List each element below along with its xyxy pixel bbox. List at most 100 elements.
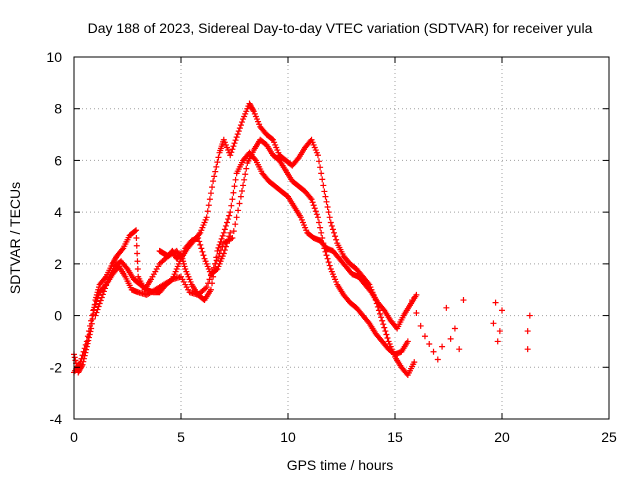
y-tick-label: 2 <box>54 256 62 272</box>
data-point <box>198 245 205 252</box>
data-point <box>227 209 234 216</box>
data-point <box>220 229 227 236</box>
data-point <box>312 208 319 215</box>
data-point <box>97 297 104 304</box>
data-point <box>104 279 111 286</box>
data-point <box>219 232 226 239</box>
data-point <box>225 236 232 243</box>
y-tick-label: 6 <box>54 152 62 168</box>
data-point <box>367 288 374 295</box>
data-point <box>383 331 390 338</box>
data-point <box>134 258 141 265</box>
data-point <box>77 359 84 366</box>
data-point <box>499 307 505 314</box>
data-points <box>71 100 533 379</box>
data-point <box>324 203 331 210</box>
data-point <box>119 246 126 253</box>
data-point <box>207 190 214 197</box>
data-point <box>204 208 211 215</box>
data-point <box>439 343 446 350</box>
data-point <box>232 137 239 144</box>
data-point <box>378 314 385 321</box>
data-point <box>200 252 207 259</box>
data-point <box>196 238 203 245</box>
data-point <box>524 346 531 353</box>
data-point <box>98 294 105 301</box>
data-point <box>230 228 237 235</box>
data-point <box>451 325 458 332</box>
data-point <box>333 236 340 243</box>
data-point <box>227 152 234 159</box>
data-point <box>230 189 237 196</box>
data-point <box>421 333 428 340</box>
data-point <box>236 200 243 207</box>
data-point <box>294 156 301 163</box>
data-point <box>230 143 237 150</box>
data-point <box>206 196 213 203</box>
data-point <box>224 219 231 226</box>
data-point <box>332 233 339 240</box>
y-tick-label: 4 <box>54 204 62 220</box>
data-point <box>100 288 107 295</box>
data-point <box>426 341 433 348</box>
data-point <box>251 156 258 163</box>
data-point <box>197 241 204 248</box>
data-point <box>324 255 331 262</box>
data-point <box>232 221 239 228</box>
series-track-a <box>71 100 418 379</box>
data-point <box>384 334 391 341</box>
y-tick-label: -2 <box>50 359 63 375</box>
data-point <box>233 134 240 141</box>
data-point <box>80 348 87 355</box>
data-point <box>85 334 92 341</box>
data-point <box>222 243 229 250</box>
series-scatter-tail <box>409 297 533 363</box>
grid <box>74 57 609 419</box>
data-point <box>196 231 203 238</box>
data-point <box>205 202 212 209</box>
data-point <box>133 242 140 249</box>
data-point <box>133 235 140 241</box>
data-point <box>203 214 210 221</box>
data-point <box>90 307 97 314</box>
data-point <box>92 312 99 319</box>
data-point <box>240 182 247 189</box>
x-tick-label: 0 <box>70 429 78 445</box>
data-point <box>213 163 220 170</box>
axis-ticks: 0 5 10 15 20 25 -4 -2 0 2 4 6 8 10 <box>46 49 617 445</box>
data-point <box>228 149 235 156</box>
data-point <box>237 122 244 129</box>
data-point <box>236 125 243 132</box>
data-point <box>102 275 109 282</box>
data-point <box>494 338 501 345</box>
data-point <box>250 107 257 114</box>
x-tick-label: 15 <box>387 429 403 445</box>
data-point <box>215 244 222 251</box>
data-point <box>222 222 229 229</box>
data-point <box>131 228 138 235</box>
data-point <box>83 338 90 345</box>
data-point <box>242 171 249 178</box>
data-point <box>325 259 332 266</box>
data-point <box>235 128 242 135</box>
data-point <box>221 226 228 233</box>
data-point <box>317 164 324 171</box>
chart-title: Day 188 of 2023, Sidereal Day-to-day VTE… <box>88 20 593 36</box>
data-point <box>243 165 250 172</box>
y-tick-label: 8 <box>54 101 62 117</box>
data-point <box>78 355 85 362</box>
data-point <box>227 229 234 236</box>
data-point <box>237 193 244 200</box>
x-tick-label: 25 <box>601 429 617 445</box>
data-point <box>317 224 324 231</box>
data-point <box>443 304 450 311</box>
data-point <box>95 303 102 310</box>
data-point <box>380 306 387 313</box>
y-tick-label: -4 <box>50 411 63 427</box>
data-point <box>496 328 503 335</box>
data-point <box>326 214 333 221</box>
data-point <box>241 176 248 183</box>
data-point <box>168 277 175 284</box>
data-point <box>214 247 221 254</box>
